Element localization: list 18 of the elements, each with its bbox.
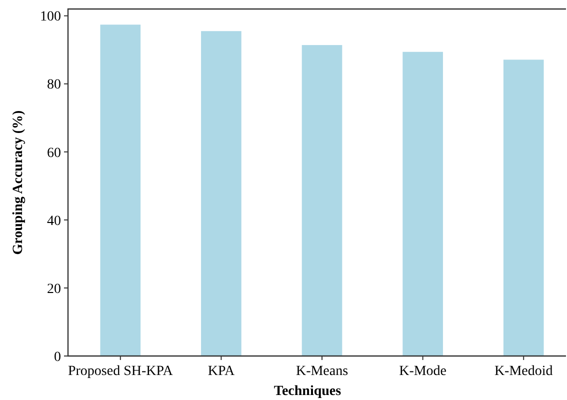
y-tick-label: 60 [47, 146, 61, 161]
y-tick-label: 80 [47, 78, 61, 93]
x-tick-label: K-Means [296, 364, 348, 379]
x-tick-label: K-Medoid [494, 364, 553, 379]
x-axis-title: Techniques [274, 384, 342, 399]
y-tick-label: 20 [47, 282, 61, 297]
x-tick-label: K-Mode [399, 364, 447, 379]
x-tick-label: KPA [208, 364, 236, 379]
bar [302, 45, 342, 356]
x-tick-label: Proposed SH-KPA [68, 364, 174, 379]
y-tick-label: 0 [54, 350, 61, 365]
y-axis-title: Grouping Accuracy (%) [11, 110, 26, 255]
y-tick-label: 100 [40, 10, 61, 25]
y-tick-label: 40 [47, 214, 61, 229]
bar [402, 52, 443, 356]
bar [100, 24, 141, 356]
bar [201, 31, 242, 356]
bar [503, 60, 544, 356]
